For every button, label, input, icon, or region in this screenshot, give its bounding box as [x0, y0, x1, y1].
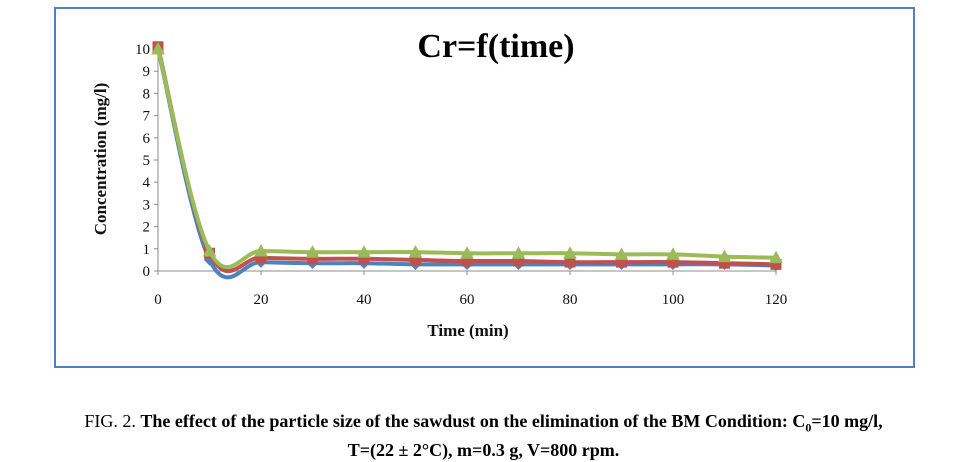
- series-3-point: [305, 245, 320, 258]
- series-3-point: [563, 246, 577, 259]
- caption-text-after-sub: =10 mg/l,: [811, 411, 883, 431]
- y-tick-label: 0: [143, 264, 151, 280]
- x-axis-title: Time (min): [427, 321, 508, 340]
- series-3-point: [151, 41, 165, 55]
- x-tick-label: 40: [357, 292, 372, 308]
- figure-caption: FIG. 2. The effect of the particle size …: [0, 410, 967, 461]
- x-tick-label: 0: [154, 292, 162, 308]
- caption-subscript: 0: [805, 420, 812, 435]
- x-tick-label: 100: [662, 292, 685, 308]
- y-tick-label: 4: [143, 175, 151, 191]
- series-2-line: [156, 46, 777, 273]
- caption-text: The effect of the particle size of the s…: [140, 411, 883, 435]
- caption-line-1: FIG. 2. The effect of the particle size …: [0, 410, 967, 439]
- y-axis-title: Concentration (mg/l): [91, 83, 110, 236]
- series-1: [152, 43, 782, 280]
- chart-series-layer: [151, 41, 783, 280]
- series-3-point: [202, 243, 217, 257]
- y-tick-label: 1: [143, 242, 151, 258]
- y-tick-label: 8: [143, 86, 151, 102]
- caption-lead: FIG. 2.: [84, 411, 136, 431]
- y-tick-label: 5: [143, 153, 151, 169]
- x-tick-label: 80: [563, 292, 578, 308]
- x-tick-label: 60: [460, 292, 475, 308]
- series-3-point: [357, 245, 371, 258]
- x-tick-label: 120: [765, 292, 788, 308]
- series-2: [152, 41, 782, 273]
- series-3-point: [614, 247, 629, 260]
- chart-title: Cr=f(time): [417, 28, 574, 65]
- y-tick-label: 6: [143, 131, 151, 147]
- series-3-point: [254, 243, 268, 257]
- series-3-line: [156, 48, 777, 270]
- series-3-point: [717, 249, 732, 263]
- series-3-point: [511, 246, 526, 259]
- series-3: [151, 41, 783, 270]
- y-tick-label: 3: [143, 197, 151, 213]
- chart-frame: Cr=f(time) 0 1 2 3 4 5 6 7 8 9 10 0 20 40 60 80 100 120 T…: [54, 7, 915, 368]
- caption-text-before-sub: The effect of the particle size of the s…: [140, 411, 806, 431]
- series-3-point: [460, 246, 474, 259]
- caption-line-2: T=(22 ± 2°C), m=0.3 g, V=800 rpm.: [347, 439, 620, 460]
- series-3-point: [408, 245, 423, 258]
- x-tick-label: 20: [254, 292, 269, 308]
- y-tick-label: 10: [135, 42, 150, 58]
- series-1-line: [156, 48, 777, 280]
- y-tick-label: 2: [143, 220, 151, 236]
- y-tick-label: 9: [143, 64, 151, 80]
- y-tick-label: 7: [143, 109, 151, 125]
- series-3-point: [666, 247, 680, 260]
- series-3-point: [769, 250, 783, 264]
